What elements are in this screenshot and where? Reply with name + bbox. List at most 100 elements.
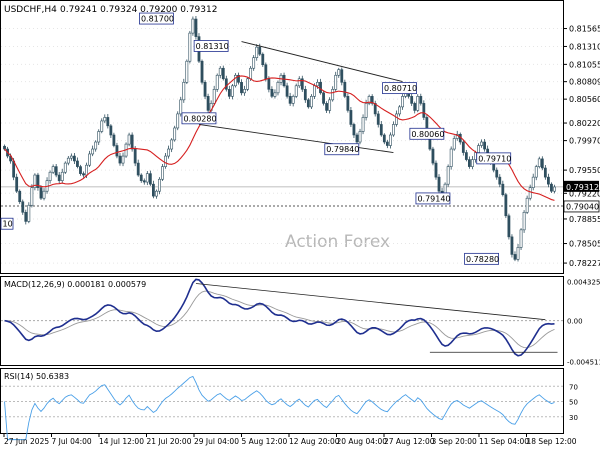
candle-body	[39, 187, 43, 199]
price-label-text: 0.79140	[417, 194, 450, 203]
x-axis-label: 21 Jul 20:00	[147, 437, 192, 446]
candle-body	[346, 96, 350, 111]
x-axis: 27 Jun 2025 7 Jul 04:00 14 Jul 12:00 21 Jul…	[3, 433, 577, 446]
candle-body	[18, 190, 22, 203]
x-axis-label: 20 Aug 04:00	[337, 437, 388, 446]
rsi-axis-label: 70	[569, 383, 578, 391]
x-axis-label: 11 Sep 04:00	[479, 437, 529, 446]
candle-body	[392, 124, 395, 136]
candle-body	[15, 176, 19, 192]
rsi-axis-label: 30	[569, 414, 578, 422]
candle-body	[352, 124, 356, 136]
price-axis-label: 0.78227	[569, 259, 600, 268]
candle-body	[79, 166, 82, 174]
x-axis-label: 14 Jul 12:00	[99, 437, 144, 446]
candle-body	[540, 158, 544, 169]
candle-body	[203, 81, 207, 97]
current-price-tag	[564, 180, 599, 192]
candle-body	[322, 92, 325, 104]
macd-trendline	[195, 283, 546, 321]
upper-trendline	[241, 41, 403, 83]
price-label-text: 0.78280	[466, 255, 499, 264]
price-label-box	[0, 217, 14, 230]
macd-axis-label: 0.00	[567, 318, 583, 326]
macd-title: MACD(12,26,9) 0.000181 0.000579	[4, 280, 146, 289]
candle-body	[543, 167, 547, 178]
price-axis-label: 0.81310	[569, 42, 600, 51]
price-label-text: 0.81700	[141, 15, 174, 24]
candle-body	[212, 89, 216, 104]
x-axis-label: 29 Jul 04:00	[194, 437, 239, 446]
candle-body	[133, 148, 137, 164]
macd-axis-label: 0.004325	[567, 278, 600, 286]
x-axis-label: 3 Sep 20:00	[432, 437, 478, 446]
candle-body	[349, 110, 353, 125]
candle-body	[218, 67, 222, 76]
candle-body	[246, 78, 249, 90]
candle-body	[534, 166, 538, 178]
candle-body	[136, 162, 140, 176]
candle-body	[261, 53, 265, 66]
candle-body	[291, 96, 295, 104]
candle-body	[328, 99, 332, 111]
price-label-text: 0.80060	[411, 130, 444, 139]
candle-body	[88, 153, 91, 166]
candle-body	[97, 131, 101, 143]
candle-body	[468, 159, 471, 167]
candle-body	[285, 85, 289, 97]
candle-body	[416, 96, 420, 111]
candle-body	[370, 96, 374, 104]
candle-body	[537, 158, 541, 167]
candle-body	[130, 134, 134, 150]
candle-body	[27, 204, 31, 222]
candle-body	[413, 103, 417, 111]
price-label-box	[464, 252, 499, 265]
candle-body	[258, 46, 262, 55]
price-label-box	[409, 127, 445, 140]
candle-body	[106, 117, 110, 127]
candle-body	[331, 89, 335, 101]
candle-body	[121, 155, 125, 164]
price-label-text: 0.80710	[384, 84, 417, 93]
watermark: Action Forex	[285, 232, 390, 252]
candle-body	[273, 92, 277, 97]
candle-body	[176, 113, 180, 129]
symbol-label: USDCHF,H4	[4, 5, 57, 15]
candle-body	[139, 174, 143, 181]
price-axis-label: 0.80220	[569, 119, 600, 128]
candle-body	[224, 78, 228, 90]
price-label-box	[415, 192, 451, 205]
candle-body	[401, 96, 404, 108]
candle-body	[36, 174, 40, 188]
x-axis-label: 7 Jul 04:00	[52, 437, 92, 446]
candle-body	[127, 134, 131, 145]
current-price-text: 0.79312	[566, 183, 599, 192]
candle-body	[76, 160, 79, 167]
candle-body	[343, 81, 347, 97]
macd-line	[4, 278, 555, 357]
candle-body	[179, 99, 183, 115]
candle-body	[182, 81, 186, 101]
candle-body	[449, 148, 453, 167]
candle-body	[382, 134, 386, 143]
candle-body	[395, 113, 398, 125]
candle-body	[376, 113, 380, 125]
macd-axis: 0.004325 0.00 -0.004511	[567, 278, 600, 366]
candle-body	[385, 141, 389, 146]
price-label-text: 0.79710	[478, 154, 511, 163]
candle-body	[227, 89, 231, 97]
candle-body	[145, 173, 149, 183]
candle-body	[461, 141, 465, 153]
candle-body	[243, 89, 246, 94]
candle-body	[69, 155, 73, 159]
candle-body	[553, 186, 556, 192]
price-label-box	[181, 112, 217, 125]
x-axis-label: 12 Aug 20:00	[289, 437, 340, 446]
candle-body	[501, 183, 505, 196]
x-axis-label: 18 Sep 12:00	[527, 437, 577, 446]
candle-body	[167, 148, 170, 157]
candle-body	[471, 159, 474, 167]
candle-body	[519, 229, 523, 248]
candle-body	[142, 180, 146, 183]
candle-body	[364, 103, 368, 118]
